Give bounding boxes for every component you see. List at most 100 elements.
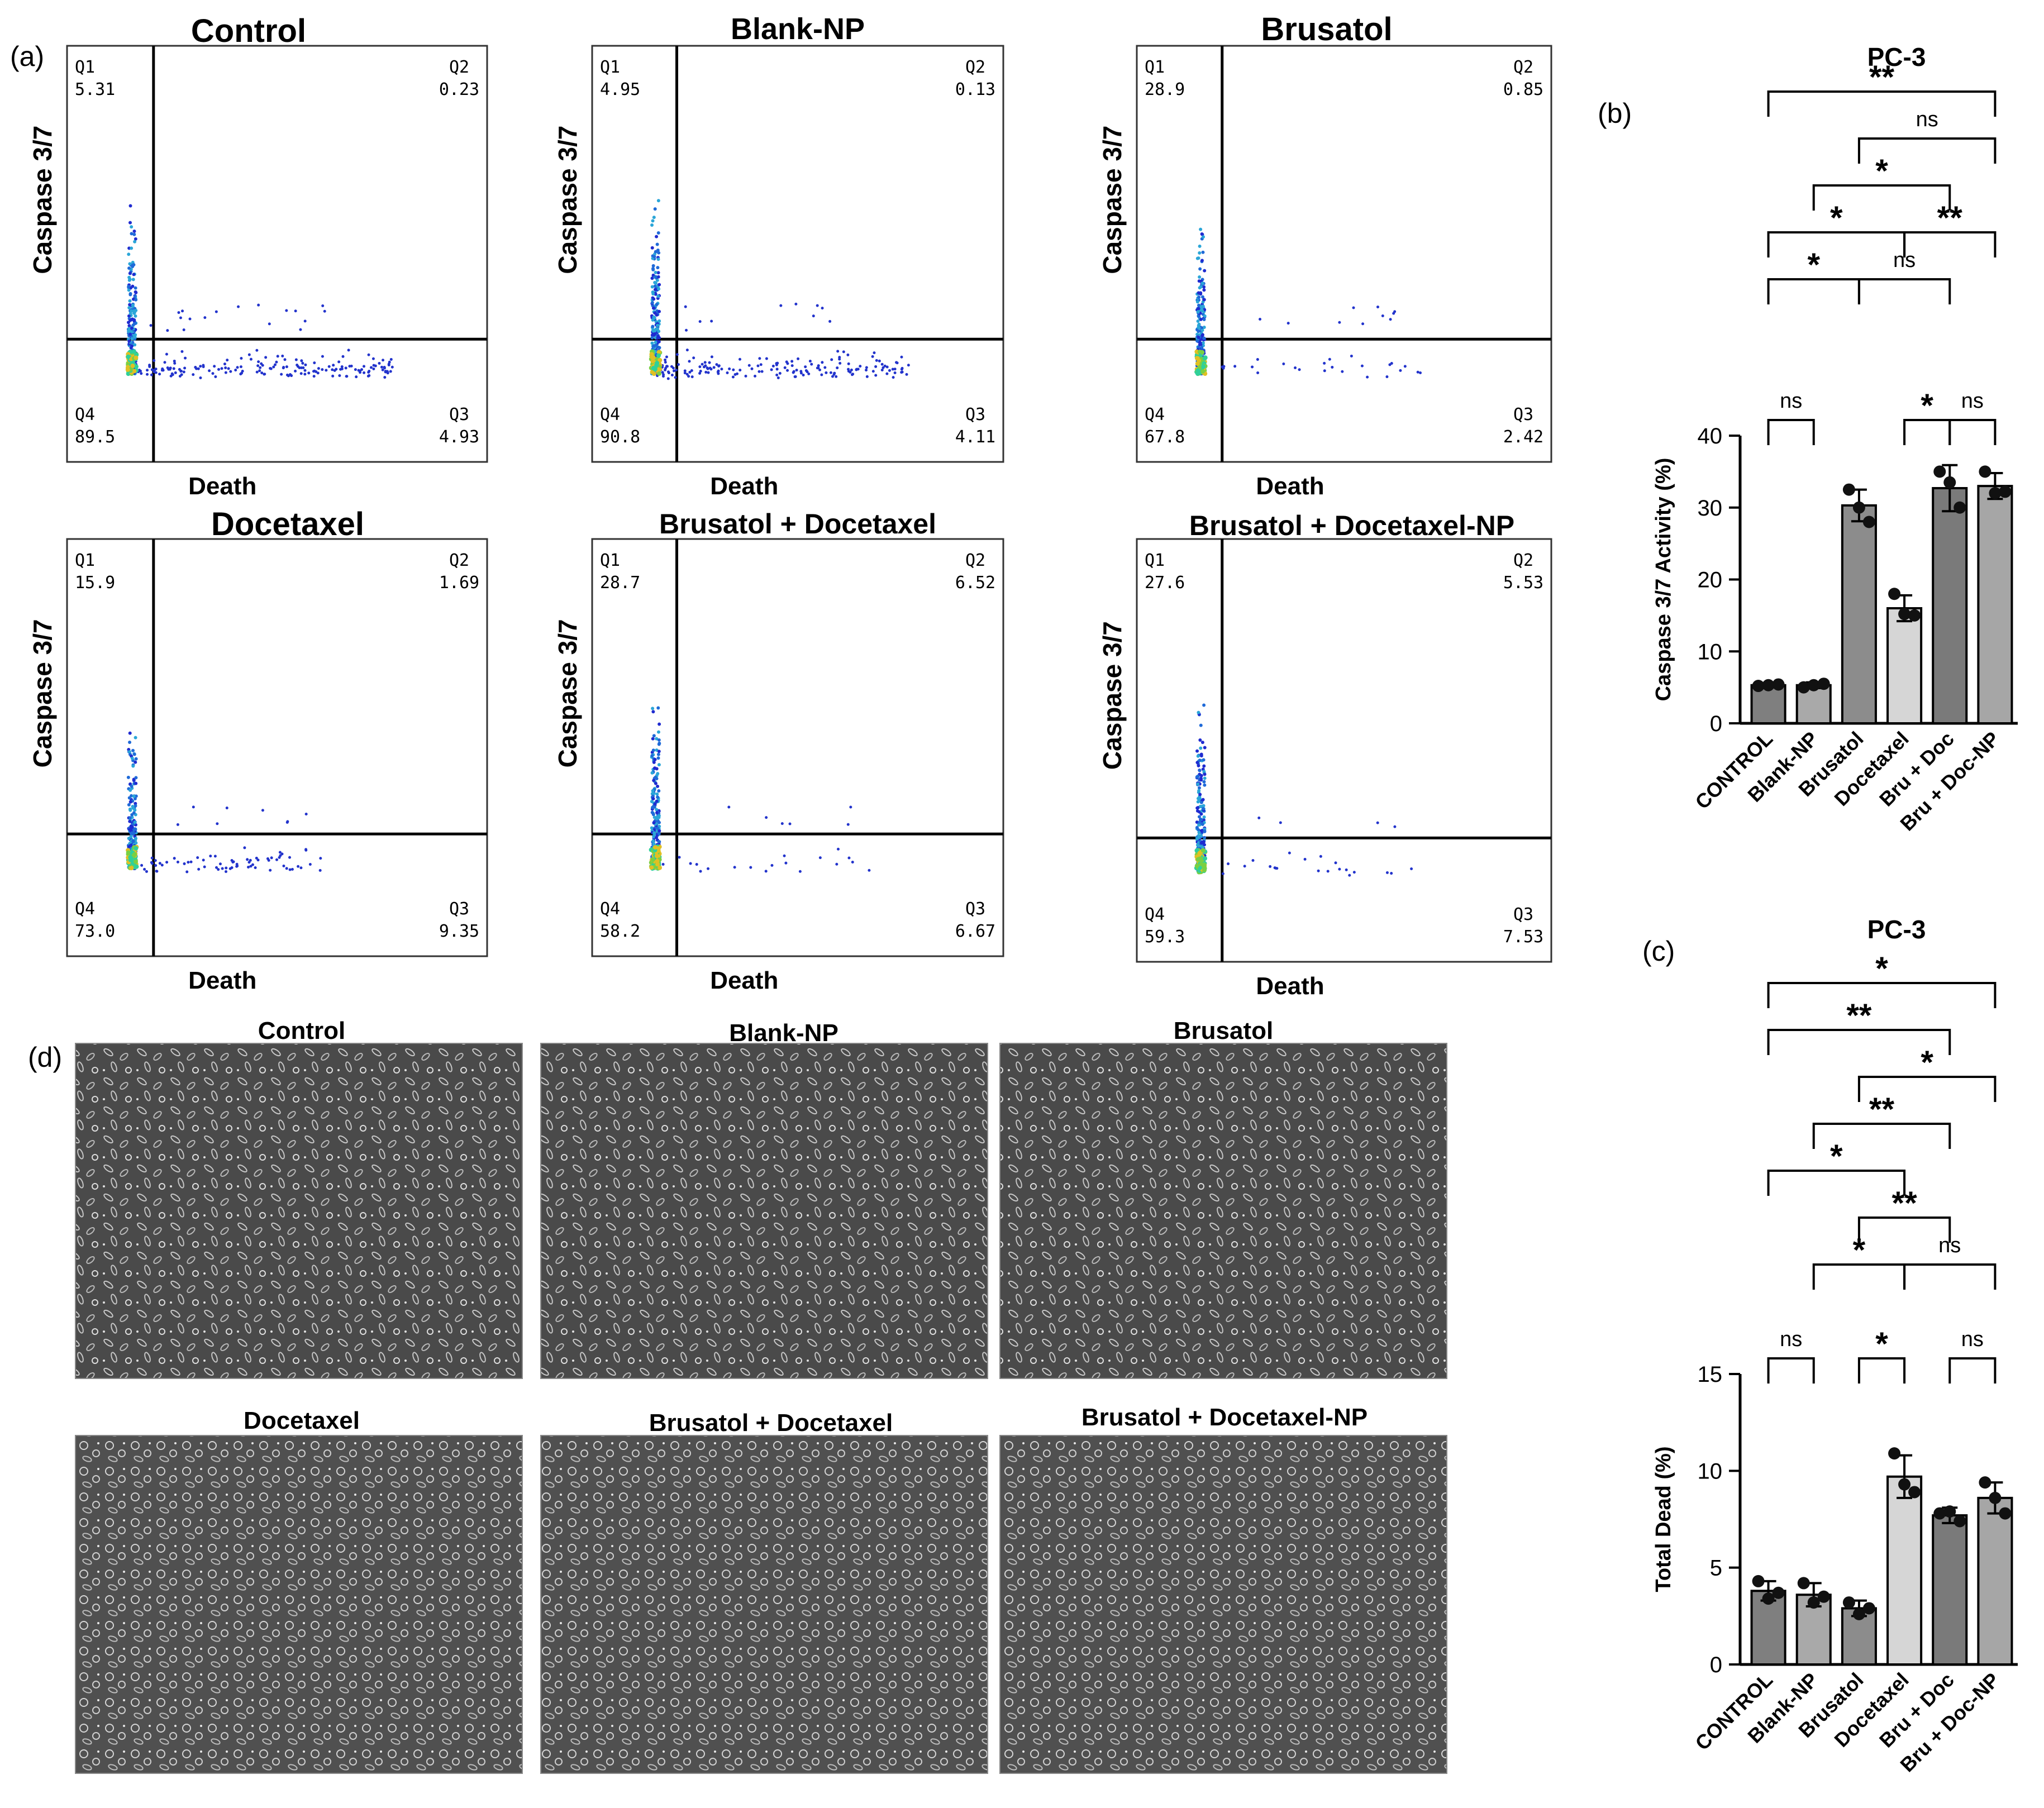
bar-bru-doc-np: [1977, 485, 2013, 724]
event-dot: [1251, 859, 1255, 862]
flow-events: [649, 199, 910, 380]
event-dot: [350, 364, 353, 368]
event-dot: [203, 865, 206, 869]
event-dot: [1199, 317, 1203, 321]
event-dot: [323, 309, 326, 313]
event-dot: [134, 237, 137, 241]
event-dot: [733, 373, 737, 376]
event-dot: [654, 341, 657, 345]
event-dot: [651, 789, 655, 793]
event-dot: [649, 865, 654, 870]
event-dot: [1201, 250, 1205, 254]
flow-plot-title: Control: [191, 13, 306, 49]
event-dot: [127, 750, 131, 753]
event-dot: [160, 864, 164, 867]
quadrant-q3-name: Q3: [965, 405, 985, 424]
event-dot: [269, 869, 272, 872]
event-dot: [294, 309, 297, 313]
event-dot: [780, 822, 784, 825]
event-dot: [294, 358, 298, 361]
event-dot: [754, 374, 757, 378]
event-dot: [126, 354, 131, 359]
event-dot: [698, 365, 702, 369]
data-point: [1852, 501, 1865, 514]
quadrant-q3-value: 6.67: [955, 922, 995, 941]
event-dot: [655, 313, 659, 317]
event-dot: [656, 367, 661, 372]
x-axis-label: Death: [710, 967, 778, 994]
quadrant-q1-value: 28.7: [600, 573, 640, 593]
event-dot: [139, 369, 142, 373]
event-dot: [1197, 322, 1201, 326]
event-dot: [163, 361, 166, 364]
event-dot: [341, 355, 345, 358]
significance-bracket: [1857, 137, 1997, 164]
event-dot: [215, 310, 218, 313]
event-dot: [654, 270, 657, 274]
event-dot: [390, 365, 394, 369]
quadrant-q2-value: 0.23: [439, 80, 479, 99]
flow-plot-2: Q1 4.95 Q2 0.13 Q4 90.8 Q3 4.11 Blank-NP Death Cas…: [553, 12, 1004, 500]
y-tick-label: 20: [1698, 568, 1723, 593]
micrograph-title: Brusatol: [1174, 1017, 1273, 1044]
micrograph-border: [999, 1435, 1447, 1774]
event-dot: [127, 324, 131, 328]
event-dot: [655, 776, 659, 780]
event-dot: [237, 305, 240, 308]
event-dot: [1200, 259, 1204, 263]
event-dot: [1199, 305, 1203, 309]
event-dot: [652, 820, 656, 824]
event-dot: [835, 862, 838, 866]
significance-label: *: [1853, 1232, 1866, 1268]
event-dot: [173, 361, 177, 365]
event-dot: [1197, 786, 1201, 790]
event-dot: [651, 748, 655, 752]
event-dot: [354, 368, 357, 371]
event-dot: [1273, 866, 1276, 870]
event-dot: [818, 856, 822, 860]
quadrant-q3-name: Q3: [449, 405, 469, 424]
event-dot: [656, 199, 660, 203]
event-dot: [227, 367, 230, 370]
event-dot: [213, 365, 216, 368]
quadrant-q1-value: 5.31: [75, 80, 115, 99]
event-dot: [132, 794, 136, 798]
event-dot: [651, 707, 655, 710]
event-dot: [1279, 821, 1282, 824]
event-dot: [1203, 783, 1207, 787]
event-dot: [690, 375, 694, 379]
significance-label: **: [1846, 998, 1872, 1034]
quadrant-q2-name: Q2: [449, 551, 469, 570]
event-dot: [1195, 857, 1200, 862]
panel-label-b: (b): [1598, 98, 1632, 129]
event-dot: [127, 266, 131, 270]
event-dot: [851, 861, 854, 864]
quadrant-q4-value: 58.2: [600, 922, 640, 941]
event-dot: [150, 373, 153, 376]
event-dot: [300, 359, 303, 362]
significance-bracket: [1767, 1357, 1815, 1384]
event-dot: [1197, 852, 1202, 857]
event-dot: [690, 369, 693, 373]
event-dot: [257, 303, 260, 307]
event-dot: [1203, 836, 1207, 839]
quadrant-q3-value: 9.35: [439, 922, 479, 941]
data-point: [1943, 476, 1956, 489]
event-dot: [134, 355, 139, 360]
event-dot: [384, 370, 387, 374]
event-dot: [652, 779, 656, 783]
quadrant-q2-name: Q2: [965, 58, 985, 77]
event-dot: [846, 353, 850, 356]
y-axis-label: Total Dead (%): [1652, 1446, 1675, 1592]
event-dot: [1202, 815, 1206, 819]
event-dot: [179, 369, 183, 373]
event-dot: [1200, 369, 1206, 374]
event-dot: [282, 864, 285, 867]
event-dot: [1282, 362, 1285, 365]
event-dot: [181, 309, 184, 313]
event-dot: [651, 264, 655, 268]
event-dot: [1269, 865, 1272, 868]
event-dot: [134, 864, 139, 869]
event-dot: [667, 371, 670, 375]
event-dot: [709, 368, 713, 371]
